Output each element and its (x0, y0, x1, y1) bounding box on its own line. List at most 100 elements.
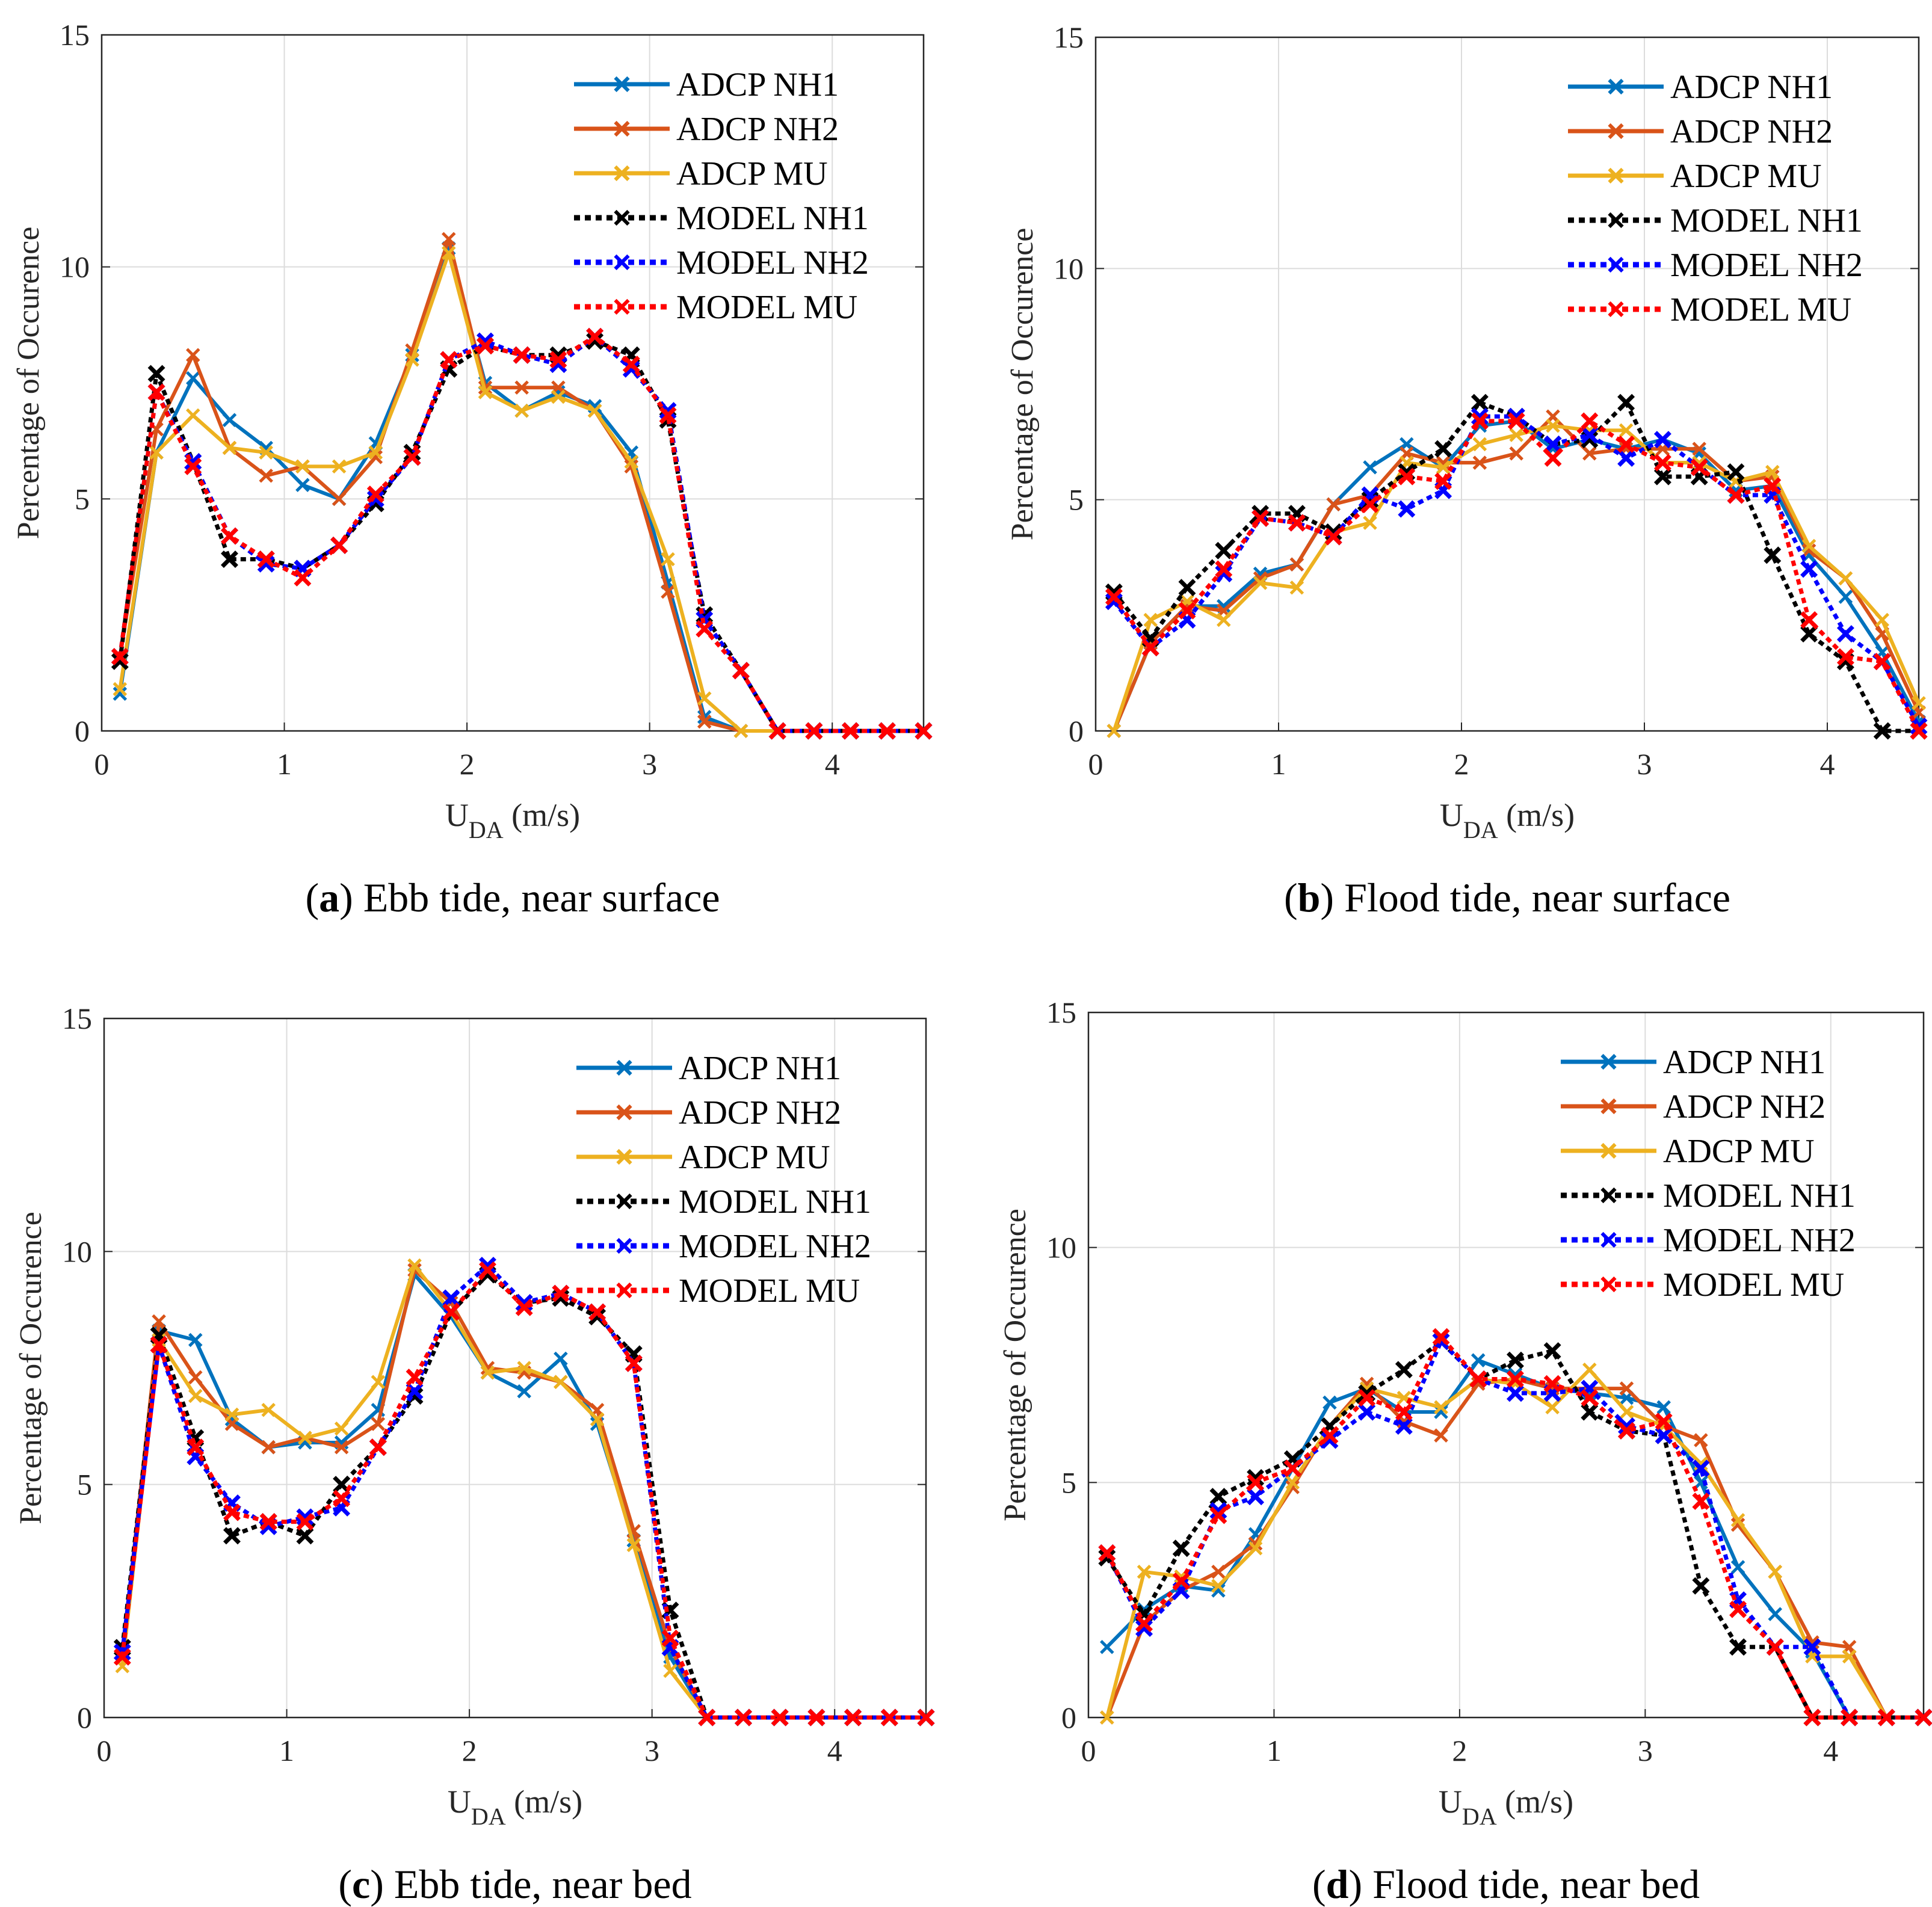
data-point-marker (1509, 428, 1523, 442)
data-point-marker (188, 1388, 203, 1403)
y-tick-label: 5 (77, 1468, 92, 1502)
data-point-marker (1656, 1400, 1671, 1415)
x-axis-label-unit: (m/s) (506, 1784, 583, 1820)
caption-text: Ebb tide, near surface (353, 875, 720, 920)
data-point-marker (1544, 449, 1562, 467)
series-line-model-nh2 (120, 1263, 926, 1720)
legend-marker (1600, 1142, 1617, 1159)
data-point-marker (771, 1708, 789, 1727)
data-point-marker (1178, 579, 1196, 597)
data-point-marker (1543, 1375, 1561, 1393)
data-point-marker (1398, 467, 1416, 485)
x-axis-label: UDA (m/s) (1439, 1784, 1573, 1830)
data-point-marker (1655, 1426, 1673, 1444)
data-point-marker (1289, 580, 1304, 595)
data-point-marker (369, 1438, 387, 1456)
data-point-marker (1730, 1513, 1745, 1527)
legend-label: ADCP NH1 (1670, 69, 1833, 106)
legend-marker (1608, 256, 1624, 273)
data-point-marker (1398, 500, 1416, 518)
series-line-model-mu (120, 1268, 926, 1720)
legend-marker (1600, 1187, 1617, 1204)
data-point-marker (1506, 1384, 1524, 1402)
series-line-model-nh1 (120, 1272, 926, 1720)
data-point-marker (659, 407, 677, 424)
data-point-marker (296, 1513, 314, 1531)
data-point-marker (734, 1708, 752, 1727)
data-point-marker (1471, 1353, 1486, 1367)
data-point-marker (1581, 1389, 1599, 1407)
caption-letter: a (319, 875, 339, 920)
data-point-marker (1289, 557, 1304, 572)
y-tick-label: 0 (1061, 1701, 1076, 1734)
data-point-marker (407, 1258, 422, 1273)
data-point-marker (1172, 1539, 1190, 1557)
data-point-marker (1106, 724, 1122, 738)
data-point-marker (554, 1351, 568, 1366)
data-point-marker (1915, 1708, 1932, 1727)
data-point-marker (1135, 1619, 1153, 1637)
data-point-marker (1434, 1428, 1448, 1443)
data-point-marker (1321, 1426, 1339, 1444)
y-tick-label: 15 (1046, 996, 1076, 1029)
x-tick-label: 0 (94, 747, 110, 781)
data-point-marker (1730, 1517, 1745, 1532)
data-point-marker (1395, 1417, 1413, 1435)
data-point-marker (1877, 1708, 1895, 1727)
data-point-marker (1143, 612, 1158, 627)
data-point-marker (1581, 426, 1599, 444)
series-line-model-nh1 (1105, 1339, 1924, 1720)
data-point-marker (1653, 454, 1671, 472)
data-point-marker (697, 714, 712, 729)
data-point-marker (1358, 1389, 1376, 1407)
x-axis-label-main: U (448, 1784, 471, 1820)
legend-marker (1608, 301, 1624, 318)
data-point-marker (1617, 449, 1635, 467)
data-point-marker (298, 1431, 312, 1445)
data-point-marker (1545, 1381, 1560, 1396)
data-point-marker (1692, 1459, 1710, 1477)
data-point-marker (1211, 1579, 1226, 1593)
data-point-marker (371, 1375, 386, 1390)
data-point-marker (768, 722, 786, 740)
data-point-marker (1800, 560, 1818, 578)
data-point-marker (1100, 1640, 1114, 1654)
series-line-model-nh2 (1105, 1339, 1924, 1720)
data-point-marker (549, 351, 567, 369)
caption-paren-close: ) (1348, 1861, 1362, 1907)
data-point-marker (295, 459, 310, 474)
data-point-marker (1546, 418, 1560, 433)
legend-label: MODEL MU (676, 289, 857, 326)
plot-frame (103, 1017, 927, 1719)
series-line-adcp-mu (1112, 424, 1921, 732)
x-tick-label: 0 (97, 1734, 112, 1767)
data-point-marker (1618, 1422, 1635, 1440)
legend-label: MODEL NH1 (1663, 1177, 1856, 1215)
data-point-marker (476, 332, 494, 350)
data-point-marker (478, 385, 493, 399)
data-point-marker (551, 389, 566, 404)
data-point-marker (1211, 1565, 1226, 1579)
data-point-marker (222, 440, 237, 455)
x-axis-label: UDA (m/s) (448, 1784, 582, 1830)
chart-b: 0 1 2 3 4 0 5 10 15 ADCP NH1 ADCP NH2 ADCP MU MODEL … (1005, 20, 1928, 920)
legend-marker (614, 298, 630, 315)
data-point-marker (1581, 412, 1599, 430)
x-tick-label: 4 (827, 1734, 842, 1767)
data-point-marker (1178, 602, 1196, 620)
data-point-marker (296, 1527, 314, 1545)
x-tick-label: 2 (1454, 747, 1469, 781)
data-point-marker (1434, 1400, 1448, 1415)
data-point-marker (697, 691, 712, 706)
y-tick-label: 15 (62, 1002, 92, 1035)
legend-label: MODEL MU (679, 1272, 860, 1310)
chart-c: 0 1 2 3 4 0 5 10 15 ADCP NH1 ADCP NH2 ADCP MU MODEL … (14, 1002, 935, 1907)
legend-marker (616, 1148, 632, 1165)
data-point-marker (113, 1648, 131, 1666)
x-tick-label: 0 (1088, 747, 1103, 781)
data-point-marker (1471, 412, 1489, 430)
data-point-marker (1655, 1413, 1673, 1431)
caption-paren-close: ) (339, 875, 353, 920)
x-tick-label: 4 (1823, 1734, 1838, 1767)
